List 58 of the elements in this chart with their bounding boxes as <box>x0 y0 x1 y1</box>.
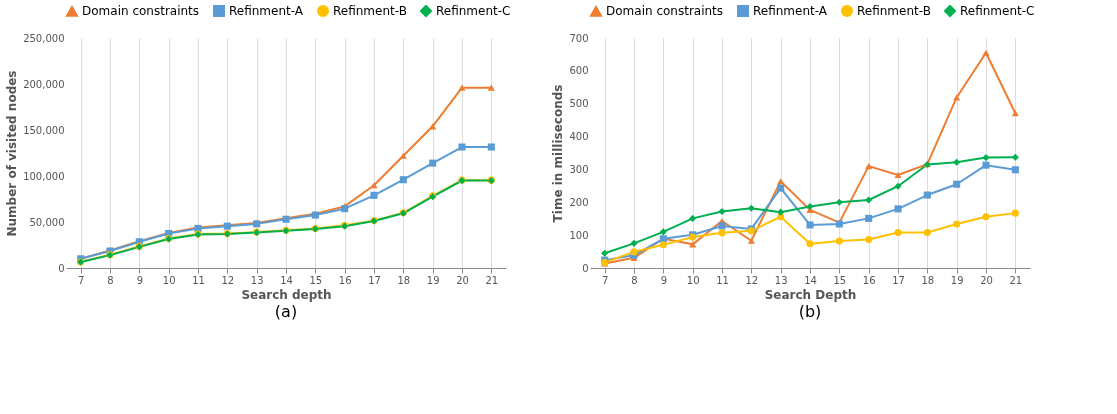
legend-label: Refinment-A <box>753 4 828 18</box>
x-tick-label: 20 <box>980 274 993 286</box>
y-tick-label: 600 <box>569 65 589 77</box>
x-tick-label: 11 <box>716 274 729 286</box>
x-tick-label: 10 <box>162 274 176 286</box>
x-tick-label: 19 <box>426 274 440 286</box>
y-tick-label: 150,000 <box>23 124 65 136</box>
legend-label: Refinment-C <box>436 4 511 18</box>
y-tick-label: 250,000 <box>23 32 65 44</box>
x-tick-label: 19 <box>950 274 964 286</box>
x-tick-label: 14 <box>280 274 293 286</box>
x-tick-label: 18 <box>397 274 411 286</box>
legend-label: Refinment-A <box>229 4 304 18</box>
x-tick-label: 12 <box>221 274 235 286</box>
x-tick-label: 16 <box>338 274 352 286</box>
x-tick-label: 9 <box>136 274 144 286</box>
x-tick-label: 14 <box>804 274 817 286</box>
y-tick-label: 700 <box>569 32 589 44</box>
x-tick-label: 8 <box>107 274 114 286</box>
x-tick-label: 18 <box>921 274 935 286</box>
x-tick-label: 12 <box>745 274 759 286</box>
legend-label: Refinment-B <box>857 4 931 18</box>
x-tick-label: 9 <box>660 274 668 286</box>
x-tick-label: 21 <box>1009 274 1023 286</box>
x-tick-label: 17 <box>892 274 905 286</box>
y-tick-label: 0 <box>58 262 65 274</box>
y-axis-title: Number of visited nodes <box>5 70 20 237</box>
x-tick-label: 13 <box>250 274 264 286</box>
x-axis-title: Search depth <box>241 287 332 302</box>
y-tick-label: 100 <box>569 229 589 241</box>
x-tick-label: 11 <box>192 274 205 286</box>
x-tick-label: 13 <box>774 274 788 286</box>
x-tick-label: 7 <box>601 274 609 286</box>
y-tick-label: 200 <box>569 196 589 208</box>
y-tick-label: 50,000 <box>29 216 65 228</box>
x-tick-label: 15 <box>833 274 847 286</box>
x-tick-label: 21 <box>485 274 499 286</box>
x-tick-label: 8 <box>631 274 638 286</box>
x-tick-label: 20 <box>456 274 469 286</box>
x-tick-label: 16 <box>862 274 876 286</box>
legend-label: Domain constraints <box>606 4 724 19</box>
x-tick-label: 17 <box>368 274 381 286</box>
y-tick-label: 300 <box>569 163 589 175</box>
legend-label: Refinment-B <box>333 4 407 18</box>
text: (a) <box>274 302 298 321</box>
x-tick-label: 15 <box>309 274 323 286</box>
x-tick-label: 7 <box>77 274 85 286</box>
text: (b) <box>798 302 822 321</box>
y-tick-label: 0 <box>582 262 589 274</box>
x-tick-label: 10 <box>686 274 700 286</box>
y-tick-label: 200,000 <box>23 78 65 90</box>
x-axis-title: Search Depth <box>764 287 857 302</box>
legend-label: Refinment-C <box>960 4 1035 18</box>
y-axis-title: Time in milliseconds <box>551 84 566 223</box>
y-tick-label: 100,000 <box>23 170 65 182</box>
y-tick-label: 500 <box>569 98 589 110</box>
legend-label: Domain constraints <box>82 4 200 19</box>
y-tick-label: 400 <box>569 131 589 143</box>
